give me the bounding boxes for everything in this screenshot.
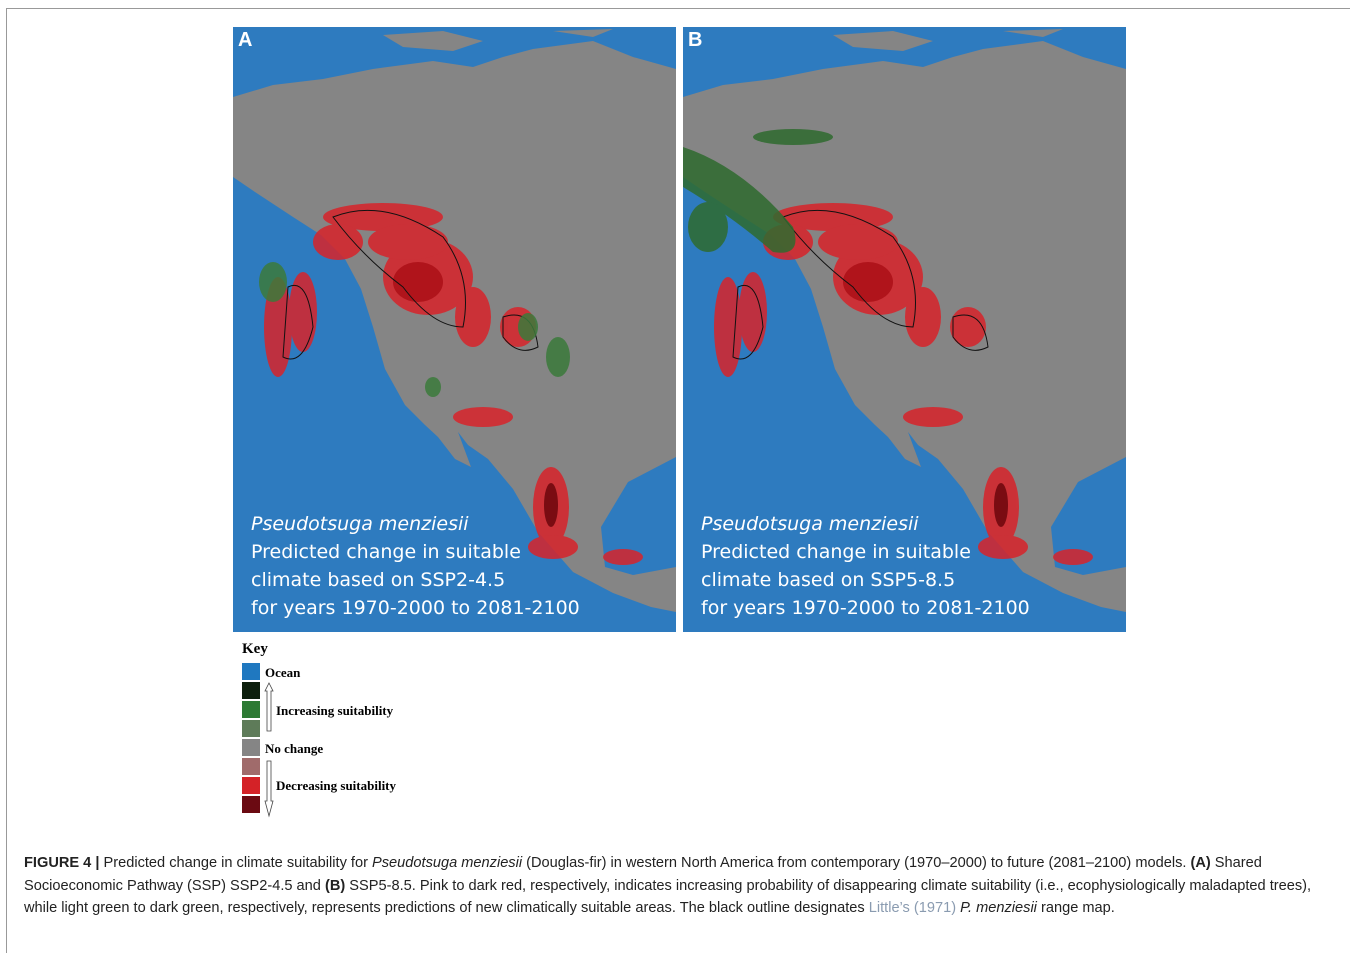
swatch — [242, 739, 260, 756]
panel-line: for years 1970-2000 to 2081-2100 — [701, 594, 1030, 622]
panel-line: climate based on SSP5-8.5 — [701, 566, 1030, 594]
caption-text: (B) — [325, 878, 345, 894]
caption-text: Pseudotsuga menziesii — [372, 855, 522, 871]
swatch — [242, 758, 260, 775]
key-title: Key — [242, 641, 268, 658]
panel-line: Predicted change in suitable — [251, 538, 580, 566]
panel-text: Pseudotsuga menziesii Predicted change i… — [701, 510, 1030, 622]
map-panel: A Pseudotsuga menziesii Predicted change… — [233, 27, 676, 632]
caption-text: (A) — [1190, 855, 1210, 871]
species: Pseudotsuga menziesii — [701, 510, 1030, 538]
page: A Pseudotsuga menziesii Predicted change… — [0, 0, 1358, 957]
swatch — [242, 777, 260, 794]
species: Pseudotsuga menziesii — [251, 510, 580, 538]
panel-text: Pseudotsuga menziesii Predicted change i… — [251, 510, 580, 622]
key-label: No change — [265, 741, 323, 757]
panel-line: climate based on SSP2-4.5 — [251, 566, 580, 594]
swatch — [242, 663, 260, 680]
panel-letter: A — [238, 29, 252, 52]
key-label: Ocean — [265, 665, 300, 681]
swatch — [242, 701, 260, 718]
map-panel: B Pseudotsuga menziesii Predicted change… — [683, 27, 1126, 632]
swatch — [242, 720, 260, 737]
panel-line: for years 1970-2000 to 2081-2100 — [251, 594, 580, 622]
caption-text: P. menziesii — [960, 900, 1037, 916]
caption: FIGURE 4 | Predicted change in climate s… — [24, 852, 1334, 920]
panel-line: Predicted change in suitable — [701, 538, 1030, 566]
citation-link[interactable]: Little’s (1971) — [869, 900, 956, 916]
key-label: Decreasing suitability — [276, 778, 396, 794]
key-label: Increasing suitability — [276, 703, 393, 719]
swatch — [242, 682, 260, 699]
caption-text: range map. — [1037, 900, 1115, 916]
swatch — [242, 796, 260, 813]
panel-letter: B — [688, 29, 702, 52]
figure-frame — [6, 8, 1350, 953]
caption-label: FIGURE 4 | — [24, 855, 99, 871]
caption-text: Predicted change in climate suitability … — [99, 855, 372, 871]
caption-text: (Douglas-fir) in western North America f… — [522, 855, 1190, 871]
